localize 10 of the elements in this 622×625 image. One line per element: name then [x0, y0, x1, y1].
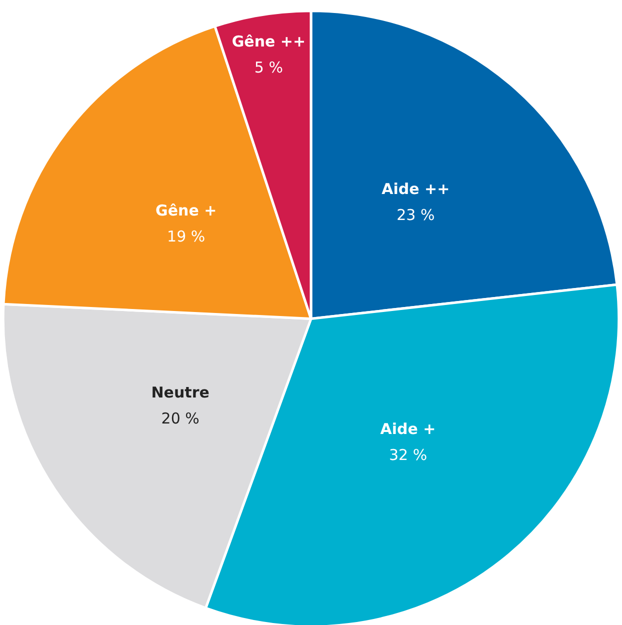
data-label: 20 % [161, 410, 200, 428]
data-label: 32 % [388, 446, 428, 464]
slice-label: Aide ++ [382, 180, 450, 198]
slice-label: Gêne + [156, 202, 217, 220]
slice-label: Neutre [151, 384, 210, 402]
data-label: 5 % [254, 58, 283, 76]
slice-label: Aide + [380, 420, 436, 438]
slice-label: Gêne ++ [232, 32, 306, 50]
data-label: 19 % [167, 228, 206, 246]
data-label: 23 % [396, 206, 435, 224]
